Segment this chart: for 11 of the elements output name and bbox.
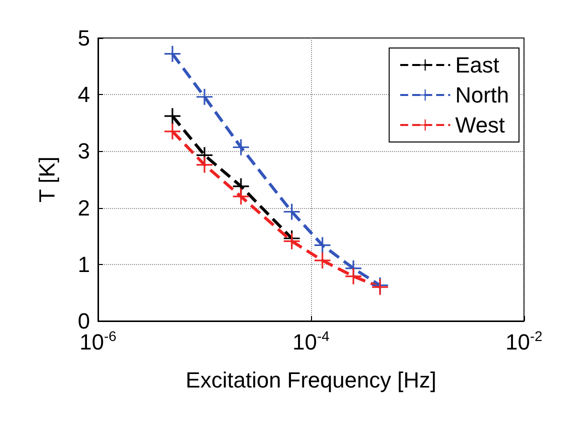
x-axis-title: Excitation Frequency [Hz] (186, 368, 436, 392)
y-tick-label: 2 (78, 195, 90, 220)
y-tick-label: 0 (78, 308, 90, 334)
legend-label: West (455, 112, 505, 138)
legend-label: East (455, 52, 500, 78)
y-tick-label: 4 (78, 82, 90, 108)
y-tick-label: 5 (78, 26, 90, 50)
y-axis-title: T [K] (34, 156, 60, 203)
y-tick-label: 3 (78, 138, 90, 164)
legend-label: North (455, 82, 509, 108)
y-tick-label: 1 (78, 252, 90, 277)
